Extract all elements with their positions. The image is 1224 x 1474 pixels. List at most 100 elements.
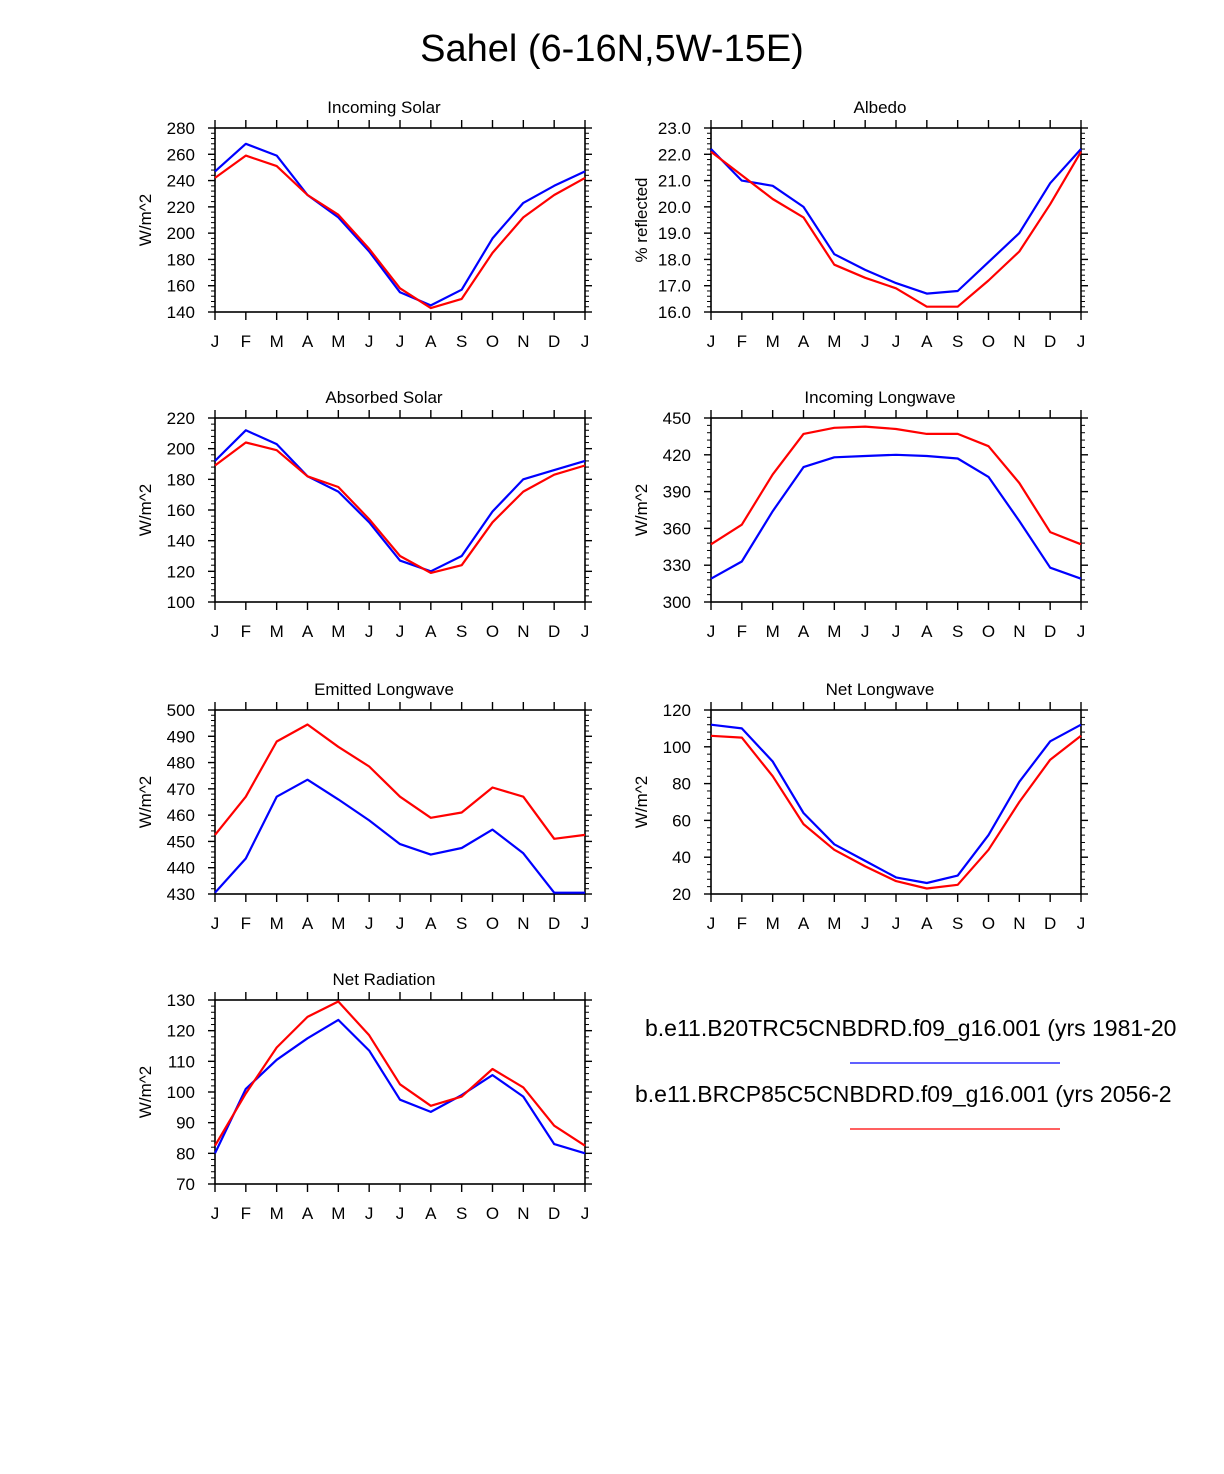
legend-label-run1: b.e11.B20TRC5CNBDRD.f09_g16.001 (yrs 198… (645, 1015, 1177, 1041)
x-tick-label: S (456, 914, 467, 933)
y-tick-label: 20 (672, 885, 691, 904)
series-line-run1 (214, 142, 586, 307)
x-tick-label: F (737, 332, 747, 351)
chart-title: Incoming Longwave (804, 388, 955, 407)
x-tick-label: J (861, 332, 870, 351)
x-tick-label: A (921, 914, 933, 933)
x-tick-label: F (241, 332, 251, 351)
y-tick-label: 18.0 (658, 250, 691, 269)
x-tick-label: J (861, 622, 870, 641)
series-line-run2 (710, 734, 1082, 890)
x-tick-label: M (827, 332, 841, 351)
x-tick-label: A (302, 914, 314, 933)
x-tick-label: D (548, 622, 560, 641)
x-tick-label: O (982, 332, 995, 351)
x-tick-label: A (425, 332, 437, 351)
y-axis-label: W/m^2 (632, 776, 651, 828)
y-tick-label: 200 (167, 440, 195, 459)
x-tick-label: J (707, 332, 716, 351)
x-tick-label: M (766, 622, 780, 641)
y-axis-label: W/m^2 (136, 1066, 155, 1118)
x-tick-label: M (766, 914, 780, 933)
x-tick-label: A (425, 622, 437, 641)
y-tick-label: 120 (167, 1022, 195, 1041)
x-tick-label: M (270, 622, 284, 641)
x-tick-label: S (456, 1204, 467, 1223)
x-tick-label: S (952, 914, 963, 933)
y-tick-label: 80 (672, 775, 691, 794)
chart-title: Absorbed Solar (325, 388, 443, 407)
y-tick-label: 160 (167, 277, 195, 296)
y-tick-label: 160 (167, 501, 195, 520)
x-tick-label: J (707, 914, 716, 933)
y-axis-label: W/m^2 (136, 484, 155, 536)
x-tick-label: F (241, 914, 251, 933)
y-tick-label: 200 (167, 224, 195, 243)
x-tick-label: A (425, 1204, 437, 1223)
x-tick-label: M (331, 622, 345, 641)
x-tick-label: O (486, 332, 499, 351)
plot-frame (214, 709, 586, 895)
x-tick-label: A (302, 332, 314, 351)
x-tick-label: J (365, 1204, 374, 1223)
plot-frame (214, 127, 586, 313)
x-tick-label: N (517, 1204, 529, 1223)
y-tick-label: 280 (167, 119, 195, 138)
y-tick-label: 450 (167, 832, 195, 851)
x-tick-label: O (982, 914, 995, 933)
y-tick-label: 17.0 (658, 277, 691, 296)
x-tick-label: M (270, 914, 284, 933)
x-tick-label: O (486, 914, 499, 933)
y-tick-label: 180 (167, 250, 195, 269)
series-line-run1 (710, 453, 1082, 580)
chart-title: Incoming Solar (327, 98, 441, 117)
legend-label-run2: b.e11.BRCP85C5CNBDRD.f09_g16.001 (yrs 20… (635, 1081, 1172, 1107)
x-tick-label: D (548, 332, 560, 351)
y-tick-label: 22.0 (658, 145, 691, 164)
x-tick-label: M (331, 332, 345, 351)
y-tick-label: 260 (167, 145, 195, 164)
x-tick-label: J (581, 622, 590, 641)
x-tick-label: J (581, 1204, 590, 1223)
x-tick-label: J (396, 332, 405, 351)
x-tick-label: F (737, 914, 747, 933)
series-line-run2 (214, 441, 586, 575)
y-tick-label: 460 (167, 806, 195, 825)
series-line-run1 (710, 148, 1082, 295)
x-tick-label: N (517, 622, 529, 641)
x-tick-label: F (737, 622, 747, 641)
y-tick-label: 470 (167, 780, 195, 799)
y-tick-label: 240 (167, 172, 195, 191)
x-tick-label: A (302, 622, 314, 641)
y-tick-label: 490 (167, 727, 195, 746)
x-tick-label: O (982, 622, 995, 641)
x-tick-label: J (396, 1204, 405, 1223)
x-tick-label: J (861, 914, 870, 933)
y-tick-label: 100 (167, 593, 195, 612)
y-tick-label: 220 (167, 198, 195, 217)
x-tick-label: J (892, 622, 901, 641)
y-tick-label: 130 (167, 991, 195, 1010)
plot-frame (710, 417, 1082, 603)
y-tick-label: 60 (672, 811, 691, 830)
x-tick-label: M (331, 914, 345, 933)
y-tick-label: 19.0 (658, 224, 691, 243)
y-tick-label: 450 (663, 409, 691, 428)
x-tick-label: A (798, 914, 810, 933)
x-tick-label: D (548, 1204, 560, 1223)
series-line-run1 (214, 429, 586, 573)
x-tick-label: J (892, 914, 901, 933)
x-tick-label: J (581, 914, 590, 933)
y-tick-label: 330 (663, 556, 691, 575)
y-tick-label: 500 (167, 701, 195, 720)
x-tick-label: J (396, 622, 405, 641)
x-tick-label: J (365, 914, 374, 933)
x-tick-label: N (1013, 914, 1025, 933)
plot-frame (710, 709, 1082, 895)
